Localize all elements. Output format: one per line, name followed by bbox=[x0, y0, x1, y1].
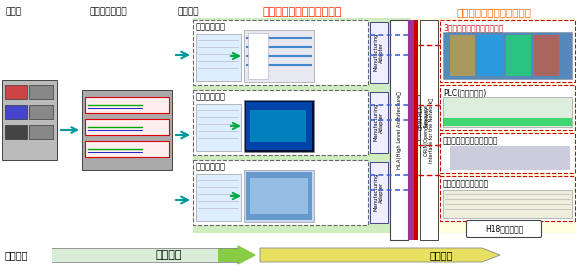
Text: 分散シミュレーション技術: 分散シミュレーション技術 bbox=[262, 7, 342, 17]
Bar bbox=[420, 20, 438, 240]
Bar bbox=[413, 18, 576, 233]
Bar bbox=[2, 80, 57, 160]
Text: HLA(High Level Architecture）: HLA(High Level Architecture） bbox=[396, 91, 401, 169]
Bar bbox=[534, 35, 559, 76]
Bar bbox=[244, 100, 314, 152]
Bar bbox=[443, 32, 572, 79]
Bar bbox=[410, 95, 438, 140]
Bar bbox=[246, 102, 312, 150]
Text: 生産管理ソフトウェア: 生産管理ソフトウェア bbox=[443, 179, 489, 188]
Bar bbox=[218, 248, 238, 262]
Text: Manufacturing
Adapter: Manufacturing Adapter bbox=[374, 173, 384, 211]
Bar bbox=[196, 104, 241, 151]
Bar bbox=[250, 178, 308, 214]
Bar bbox=[440, 85, 575, 130]
Bar bbox=[85, 97, 169, 113]
Bar bbox=[443, 118, 572, 126]
Bar bbox=[193, 20, 368, 85]
Text: 生産準備: 生産準備 bbox=[155, 250, 181, 260]
Bar bbox=[260, 248, 480, 262]
Text: 設計仕様: 設計仕様 bbox=[178, 7, 199, 16]
Text: 概念レイアウト: 概念レイアウト bbox=[90, 7, 128, 16]
Bar bbox=[196, 34, 241, 81]
Bar bbox=[248, 33, 268, 79]
Bar bbox=[193, 160, 368, 225]
Bar bbox=[408, 20, 414, 240]
Bar bbox=[29, 85, 53, 99]
Bar bbox=[5, 105, 27, 119]
Bar bbox=[29, 125, 53, 139]
Text: PLC(ラダー言語): PLC(ラダー言語) bbox=[443, 88, 486, 97]
Bar bbox=[506, 35, 531, 76]
Text: 3次元設備シミュレーション: 3次元設備シミュレーション bbox=[443, 23, 503, 32]
Bar bbox=[5, 85, 27, 99]
Bar bbox=[244, 170, 314, 222]
Bar bbox=[370, 92, 388, 153]
Bar bbox=[196, 174, 241, 221]
Bar bbox=[450, 35, 475, 76]
Bar bbox=[85, 141, 169, 157]
Text: ORIN-HLA
Gateway: ORIN-HLA Gateway bbox=[419, 104, 429, 130]
Text: Manufacturing
Adapter: Manufacturing Adapter bbox=[374, 103, 384, 141]
Bar bbox=[193, 90, 368, 155]
Text: 製品設計: 製品設計 bbox=[5, 250, 28, 260]
Text: 設備シミュレーション技術: 設備シミュレーション技術 bbox=[457, 7, 532, 17]
Text: H18年度の開発: H18年度の開発 bbox=[485, 225, 523, 234]
FancyArrow shape bbox=[260, 248, 500, 262]
Bar bbox=[478, 35, 503, 76]
Bar bbox=[29, 105, 53, 119]
Bar bbox=[193, 18, 411, 233]
Bar bbox=[414, 20, 418, 240]
Bar bbox=[440, 20, 575, 82]
Bar bbox=[52, 248, 237, 262]
Text: 実設備・実インタフェース: 実設備・実インタフェース bbox=[443, 136, 498, 145]
Bar bbox=[443, 97, 572, 127]
FancyBboxPatch shape bbox=[467, 221, 541, 237]
Bar bbox=[370, 22, 388, 83]
Bar bbox=[390, 20, 408, 240]
Text: 製品図: 製品図 bbox=[5, 7, 21, 16]
Bar bbox=[246, 172, 312, 220]
Bar bbox=[440, 176, 575, 221]
Text: Manufacturing
Adapter: Manufacturing Adapter bbox=[374, 33, 384, 71]
Bar bbox=[85, 119, 169, 135]
Bar bbox=[440, 133, 575, 173]
Text: 組立システム: 組立システム bbox=[196, 92, 226, 101]
Bar bbox=[250, 110, 306, 142]
Text: 加工システム: 加工システム bbox=[196, 162, 226, 171]
Bar bbox=[443, 190, 572, 218]
Bar bbox=[450, 146, 570, 170]
Bar bbox=[82, 90, 172, 170]
Bar bbox=[244, 30, 314, 82]
Polygon shape bbox=[238, 246, 255, 264]
Bar bbox=[5, 125, 27, 139]
Text: 工程実装: 工程実装 bbox=[430, 250, 453, 260]
Text: ORiN(Open Resource
Interface for the Network）: ORiN(Open Resource Interface for the Net… bbox=[423, 97, 434, 163]
Text: 物流システム: 物流システム bbox=[196, 22, 226, 31]
Bar bbox=[370, 162, 388, 223]
